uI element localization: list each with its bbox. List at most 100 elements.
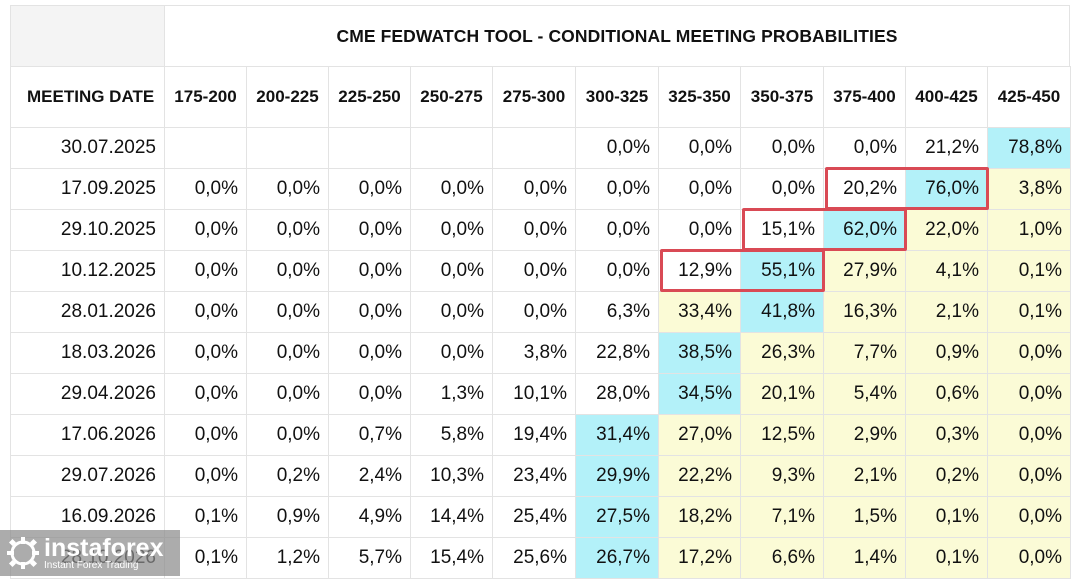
probability-cell: 0,0% (575, 127, 659, 169)
range-header-225-250[interactable]: 225-250 (328, 66, 411, 128)
range-header-300-325[interactable]: 300-325 (575, 66, 659, 128)
range-header-350-375[interactable]: 350-375 (740, 66, 824, 128)
probability-cell: 0,0% (987, 332, 1071, 374)
probability-cell: 0,0% (410, 250, 493, 292)
probability-cell: 23,4% (492, 455, 576, 497)
probability-cell: 4,1% (905, 250, 988, 292)
meeting-date-header[interactable]: MEETING DATE (10, 66, 165, 128)
probability-cell: 0,0% (740, 127, 824, 169)
probability-cell: 10,3% (410, 455, 493, 497)
probability-cell: 27,5% (575, 496, 659, 538)
probability-cell: 2,1% (823, 455, 906, 497)
probability-cell: 6,3% (575, 291, 659, 333)
meeting-date-cell: 28.01.2026 (10, 291, 165, 333)
probability-cell: 0,0% (246, 414, 329, 456)
probability-cell: 0,0% (658, 209, 741, 251)
meeting-date-cell: 18.03.2026 (10, 332, 165, 374)
probability-cell: 0,0% (164, 455, 247, 497)
probability-cell: 0,0% (658, 168, 741, 210)
instaforex-watermark: instaforex Instant Forex Trading (0, 530, 180, 576)
table-title: CME FEDWATCH TOOL - CONDITIONAL MEETING … (164, 5, 1070, 67)
range-header-400-425[interactable]: 400-425 (905, 66, 988, 128)
range-header-250-275[interactable]: 250-275 (410, 66, 493, 128)
meeting-date-cell: 29.10.2025 (10, 209, 165, 251)
probability-cell: 0,0% (164, 291, 247, 333)
probability-cell: 4,9% (328, 496, 411, 538)
probability-cell: 0,0% (492, 209, 576, 251)
probability-cell: 15,1% (740, 209, 824, 251)
probability-cell (492, 127, 576, 169)
range-header-325-350[interactable]: 325-350 (658, 66, 741, 128)
probability-cell: 3,8% (492, 332, 576, 374)
probability-cell: 0,0% (987, 537, 1071, 579)
probability-cell (246, 127, 329, 169)
probability-cell: 0,0% (410, 291, 493, 333)
probability-cell: 0,6% (905, 373, 988, 415)
probability-cell: 0,9% (905, 332, 988, 374)
probability-cell: 0,1% (905, 537, 988, 579)
probability-cell: 27,0% (658, 414, 741, 456)
probability-cell: 21,2% (905, 127, 988, 169)
probability-cell: 25,4% (492, 496, 576, 538)
probability-cell: 0,0% (410, 168, 493, 210)
range-header-275-300[interactable]: 275-300 (492, 66, 576, 128)
probability-cell: 0,0% (575, 209, 659, 251)
probability-cell: 0,3% (905, 414, 988, 456)
range-header-425-450[interactable]: 425-450 (987, 66, 1071, 128)
probability-cell: 22,2% (658, 455, 741, 497)
instaforex-logo-icon (6, 536, 40, 570)
probability-cell: 31,4% (575, 414, 659, 456)
probability-cell: 0,0% (987, 414, 1071, 456)
probability-cell: 0,0% (987, 455, 1071, 497)
probability-cell: 14,4% (410, 496, 493, 538)
probability-cell: 22,0% (905, 209, 988, 251)
probability-cell: 41,8% (740, 291, 824, 333)
probability-cell: 38,5% (658, 332, 741, 374)
probability-cell: 78,8% (987, 127, 1071, 169)
probability-cell: 0,0% (740, 168, 824, 210)
probability-cell: 0,0% (410, 209, 493, 251)
probability-cell: 26,3% (740, 332, 824, 374)
meeting-date-cell: 29.07.2026 (10, 455, 165, 497)
meeting-date-cell: 30.07.2025 (10, 127, 165, 169)
probability-cell: 0,0% (246, 209, 329, 251)
probability-cell: 0,2% (246, 455, 329, 497)
probability-cell: 33,4% (658, 291, 741, 333)
probability-cell: 0,0% (328, 209, 411, 251)
meeting-date-cell: 17.09.2025 (10, 168, 165, 210)
probability-cell: 25,6% (492, 537, 576, 579)
probability-cell: 76,0% (905, 168, 988, 210)
probability-cell: 12,9% (658, 250, 741, 292)
probability-cell: 0,0% (410, 332, 493, 374)
watermark-tagline: Instant Forex Trading (44, 559, 139, 571)
probability-cell: 55,1% (740, 250, 824, 292)
probability-cell: 0,0% (575, 250, 659, 292)
probability-cell: 0,0% (246, 250, 329, 292)
probability-cell: 19,4% (492, 414, 576, 456)
range-header-175-200[interactable]: 175-200 (164, 66, 247, 128)
probability-cell: 1,0% (987, 209, 1071, 251)
probability-cell: 0,0% (658, 127, 741, 169)
probability-cell: 9,3% (740, 455, 824, 497)
probability-cell: 1,3% (410, 373, 493, 415)
probability-cell: 1,2% (246, 537, 329, 579)
probability-cell: 0,0% (575, 168, 659, 210)
probability-cell (328, 127, 411, 169)
probability-cell: 20,1% (740, 373, 824, 415)
meeting-date-cell: 10.12.2025 (10, 250, 165, 292)
probability-cell: 0,1% (987, 250, 1071, 292)
probability-cell: 0,9% (246, 496, 329, 538)
probability-cell: 0,2% (905, 455, 988, 497)
range-header-200-225[interactable]: 200-225 (246, 66, 329, 128)
probability-cell: 2,1% (905, 291, 988, 333)
probability-cell: 5,4% (823, 373, 906, 415)
probability-cell: 5,7% (328, 537, 411, 579)
probability-cell (410, 127, 493, 169)
probability-cell: 0,0% (164, 250, 247, 292)
probability-cell: 5,8% (410, 414, 493, 456)
probability-cell: 0,0% (164, 373, 247, 415)
probability-cell: 0,1% (987, 291, 1071, 333)
probability-cell: 0,0% (987, 496, 1071, 538)
range-header-375-400[interactable]: 375-400 (823, 66, 906, 128)
